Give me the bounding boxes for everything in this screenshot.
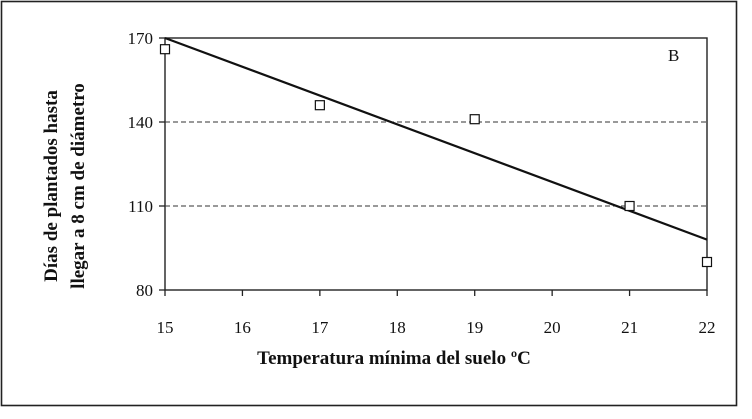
panel-label: B — [668, 46, 679, 65]
x-tick-label: 18 — [389, 318, 406, 337]
x-axis-title: Temperatura mínima del suelo ºC — [257, 348, 531, 369]
y-tick-label: 140 — [128, 113, 154, 132]
x-tick-label: 17 — [311, 318, 329, 337]
x-tick-label: 15 — [157, 318, 174, 337]
trendline — [164, 36, 708, 241]
gridlines — [165, 121, 707, 207]
data-point — [701, 256, 713, 268]
x-tick-label: 16 — [234, 318, 251, 337]
figure-frame — [0, 0, 738, 407]
data-point — [314, 100, 325, 111]
data-points — [159, 44, 713, 268]
y-axis-title: Días de plantados hasta llegar a 8 cm de… — [41, 83, 89, 289]
y-tick-label: 80 — [136, 281, 153, 300]
y-axis-title-line-1: Días de plantados hasta — [41, 90, 62, 282]
data-point — [159, 44, 171, 55]
x-axis-ticks: 15 16 17 18 19 20 21 22 — [157, 290, 716, 337]
plot-area — [164, 37, 708, 291]
x-tick-label: 20 — [544, 318, 561, 337]
x-tick-label: 21 — [621, 318, 638, 337]
data-point — [469, 114, 480, 125]
data-point — [624, 200, 635, 212]
y-tick-label: 170 — [128, 29, 154, 48]
trendline-layer — [164, 36, 708, 241]
x-tick-label: 22 — [699, 318, 716, 337]
y-axis-ticks: 80 110 140 170 — [128, 29, 165, 300]
x-tick-label: 19 — [466, 318, 483, 337]
y-tick-label: 110 — [128, 197, 153, 216]
y-axis-title-line-2: llegar a 8 cm de diámetro — [68, 83, 89, 289]
